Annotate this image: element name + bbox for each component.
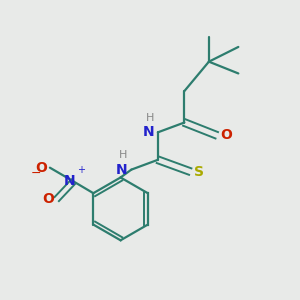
Text: H: H: [119, 150, 128, 160]
Text: −: −: [31, 167, 41, 180]
Text: H: H: [146, 112, 154, 122]
Text: N: N: [64, 174, 75, 188]
Text: O: O: [221, 128, 232, 142]
Text: O: O: [35, 161, 47, 175]
Text: O: O: [42, 192, 54, 206]
Text: N: N: [116, 163, 127, 177]
Text: +: +: [77, 164, 86, 175]
Text: S: S: [194, 165, 204, 178]
Text: N: N: [142, 125, 154, 139]
